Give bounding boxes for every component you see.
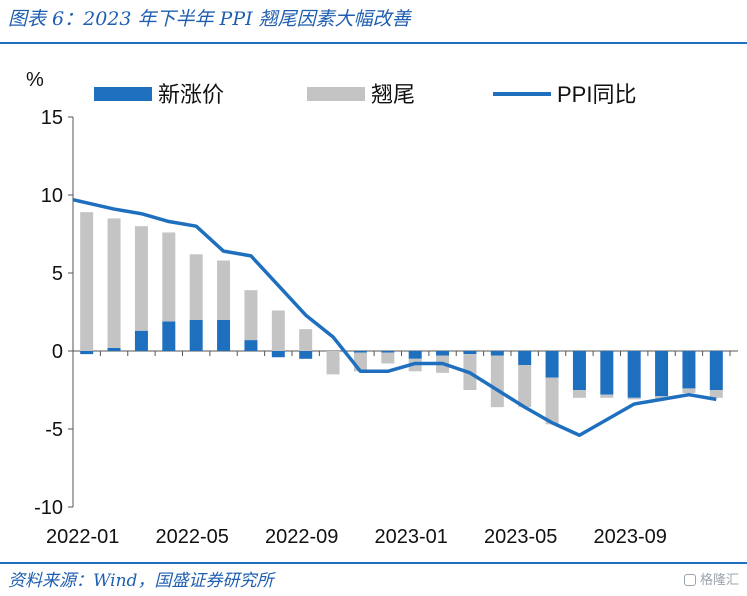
bar-new-price — [682, 351, 696, 389]
bar-new-price — [80, 351, 94, 355]
y-tick-label: 5 — [52, 263, 63, 285]
legend: 新涨价 翘尾 PPI同比 — [94, 82, 636, 107]
axes: 15 10 5 0 -5 -10% 2022-01 2022-05 2022-09 2023-01… — [26, 69, 738, 548]
bar-new-price — [436, 351, 450, 356]
x-tick-label: 2023-01 — [374, 526, 447, 548]
bar-new-price — [134, 330, 148, 351]
legend-swatch-new-price — [94, 87, 152, 101]
chart: 15 10 5 0 -5 -10% 2022-01 2022-05 2022-09 2023-01… — [26, 69, 738, 548]
bar-carryover — [518, 365, 532, 408]
bar-new-price — [244, 340, 258, 351]
legend-swatch-carryover — [307, 87, 365, 101]
x-tick-label: 2023-05 — [484, 526, 557, 548]
source-note: 资料来源：Wind，国盛证券研究所 — [8, 571, 274, 591]
bar-new-price — [299, 351, 313, 359]
legend-label-ppi: PPI同比 — [557, 82, 636, 107]
x-tick-label: 2022-05 — [155, 526, 228, 548]
bar-new-price — [162, 321, 176, 351]
bar-carryover — [299, 329, 313, 351]
bar-carryover — [600, 394, 614, 398]
bar-new-price — [572, 351, 586, 390]
bar-new-price — [408, 351, 422, 359]
bar-carryover — [217, 260, 231, 320]
x-tick-label: 2022-01 — [46, 526, 119, 548]
bar-carryover — [627, 397, 641, 400]
bar-carryover — [572, 390, 586, 398]
x-tick-label: 2023-09 — [593, 526, 666, 548]
y-tick-label: 0 — [52, 341, 63, 363]
bar-carryover — [244, 290, 258, 341]
y-tick-label: -5 — [45, 419, 63, 441]
bar-carryover — [545, 377, 559, 425]
bar-new-price — [518, 351, 532, 366]
bar-new-price — [189, 319, 203, 351]
bar-carryover — [709, 390, 723, 398]
bar-carryover — [162, 232, 176, 322]
bar-new-price — [600, 351, 614, 395]
legend-label-new-price: 新涨价 — [158, 82, 224, 107]
bar-new-price — [490, 351, 504, 356]
bar-carryover — [353, 352, 367, 372]
bar-carryover — [189, 254, 203, 320]
watermark: 格隆汇 — [683, 569, 739, 588]
bars — [80, 212, 723, 425]
bar-carryover — [80, 212, 94, 351]
bar-carryover — [682, 388, 696, 394]
bar-new-price — [381, 351, 395, 353]
bar-carryover — [134, 226, 148, 331]
bar-new-price — [463, 351, 477, 355]
bar-new-price — [545, 351, 559, 378]
bar-carryover — [107, 218, 121, 348]
y-tick-label: -10 — [34, 497, 63, 519]
bar-new-price — [271, 351, 285, 358]
bar-new-price — [709, 351, 723, 390]
watermark-icon — [683, 574, 696, 586]
bar-new-price — [217, 319, 231, 351]
bar-new-price — [353, 351, 367, 353]
bar-new-price — [627, 351, 641, 398]
bar-new-price — [655, 351, 669, 397]
y-tick-label: 15 — [41, 107, 63, 129]
ppi-line-layer — [72, 197, 717, 437]
bar-carryover — [490, 355, 504, 408]
figure-title: 图表 6：2023 年下半年 PPI 翘尾因素大幅改善 — [8, 8, 411, 30]
legend-label-carryover: 翘尾 — [371, 82, 415, 107]
y-unit-label: % — [26, 69, 44, 91]
ppi-yoy-line — [72, 197, 717, 437]
bar-carryover — [326, 351, 340, 375]
source-rule — [0, 562, 747, 564]
bar-carryover — [271, 310, 285, 351]
watermark-text: 格隆汇 — [699, 573, 739, 588]
bar-new-price — [107, 347, 121, 351]
x-tick-label: 2022-09 — [265, 526, 338, 548]
y-tick-label: 10 — [41, 185, 63, 207]
bar-carryover — [381, 352, 395, 364]
title-rule — [0, 42, 747, 44]
